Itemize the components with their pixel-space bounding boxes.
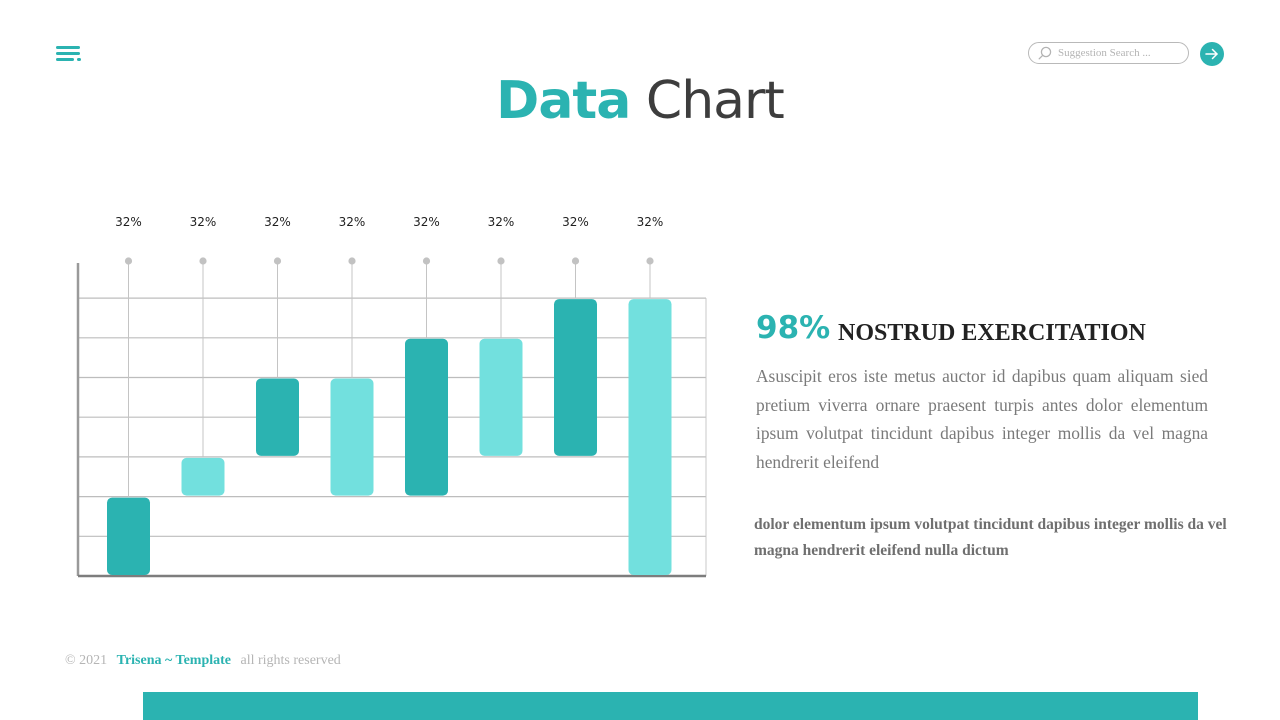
footer: © 2021 Trisena ~ Template all rights res… [65,652,341,670]
stat-heading: NOSTRUD EXERCITATION [838,320,1146,346]
chart-leader-dot [646,257,654,265]
chart-bar [628,299,672,575]
arrow-right-icon [1205,48,1218,60]
chart-leader-dot [497,257,505,265]
page-title-accent: Data [496,71,631,131]
search-field[interactable] [1028,42,1189,64]
page-title-rest: Chart [645,71,785,131]
chart-bar [181,457,225,496]
chart-leader-dot [199,257,207,265]
chart-leader-dot [422,257,431,265]
chart-leader-dot [273,257,282,265]
chart-data-label: 32% [562,215,589,229]
chart-leader-dot [348,257,356,265]
footer-brand[interactable]: Trisena ~ Template [116,653,231,668]
chart-data-label: 32% [264,215,291,229]
chart-data-label: 32% [115,215,142,229]
magnifier-icon [1038,46,1052,60]
footer-copyright: © 2021 [65,653,108,668]
stat-value: 98% [756,310,831,346]
chart-bar [479,338,523,456]
chart-bar [256,378,299,456]
chart-data-label: 32% [637,215,664,229]
page-title: Data Chart [0,68,1280,134]
body-paragraph: Asuscipit eros iste metus auctor id dapi… [756,366,1208,473]
chart-data-label: 32% [488,215,515,229]
bold-paragraph: dolor elementum ipsum volutpat tincidunt… [754,516,1227,559]
search-go-button[interactable] [1200,42,1224,66]
floating-bar-chart: 32% 32% 32% 32% 32% 32% 32% 32% [76,215,707,578]
chart-bar [554,299,597,456]
chart-bar [405,338,448,496]
chart-bar [330,378,374,496]
chart-leader-dot [124,257,133,265]
bottom-accent-bar [143,692,1198,720]
hamburger-menu-icon[interactable] [56,46,82,62]
chart-leader-dot [571,257,580,265]
footer-rights: all rights reserved [240,653,341,668]
chart-data-label: 32% [190,215,217,229]
chart-data-label: 32% [413,215,440,229]
search-input[interactable] [1058,47,1178,59]
chart-bar [107,497,150,575]
chart-data-label: 32% [339,215,366,229]
